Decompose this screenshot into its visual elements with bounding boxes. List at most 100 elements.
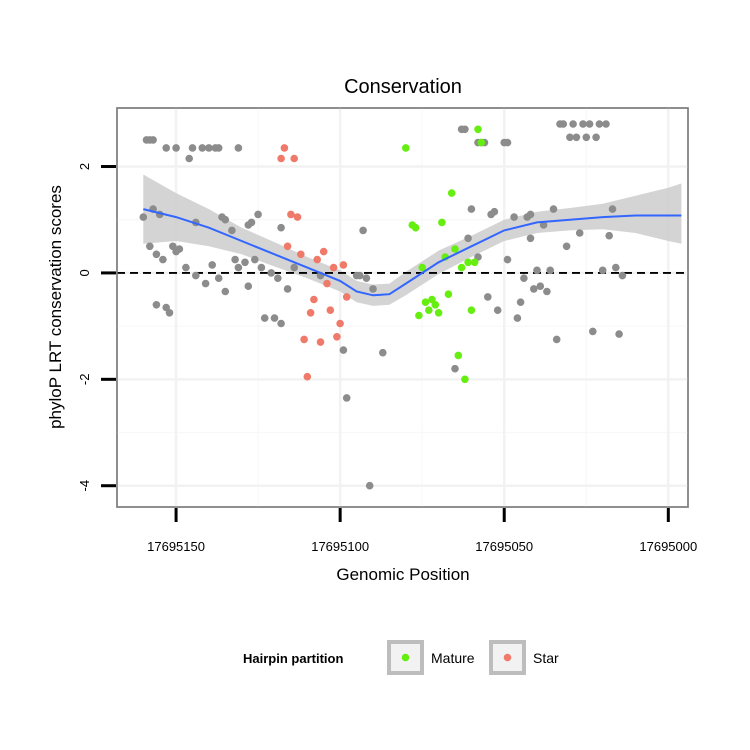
y-tick-label: -2	[77, 374, 92, 386]
point-other	[362, 274, 371, 283]
point-other	[188, 144, 197, 152]
point-other	[214, 144, 223, 152]
point-other	[201, 279, 210, 288]
point-other	[208, 261, 216, 269]
point-mature	[438, 218, 446, 227]
point-other	[254, 210, 262, 219]
point-other	[589, 327, 597, 336]
point-mature	[461, 375, 469, 384]
point-star	[319, 247, 328, 256]
point-other	[267, 269, 276, 277]
point-other	[182, 263, 190, 272]
point-other	[559, 120, 568, 128]
point-other	[605, 231, 613, 240]
point-mature	[411, 223, 420, 232]
point-other	[359, 226, 367, 235]
point-other	[274, 274, 282, 283]
point-star	[310, 295, 318, 304]
point-other	[539, 221, 548, 229]
point-mature	[470, 258, 479, 267]
point-other	[149, 136, 157, 144]
point-other	[290, 263, 299, 272]
point-other	[533, 266, 541, 275]
point-other	[595, 120, 604, 128]
x-tick-label: 17695150	[147, 539, 205, 554]
chart-title: Conservation	[344, 76, 462, 98]
point-mature	[467, 306, 476, 315]
y-tick-label: 2	[77, 163, 92, 170]
point-mature	[415, 311, 423, 320]
legend-dot-star	[503, 653, 512, 662]
point-other	[579, 120, 587, 128]
point-mature	[418, 263, 427, 272]
point-other	[283, 285, 292, 293]
point-other	[365, 481, 374, 490]
legend-label-star: Star	[533, 650, 559, 666]
legend-entry-mature: Mature	[387, 640, 475, 675]
point-other	[221, 215, 230, 224]
point-other	[546, 266, 554, 275]
point-mature	[434, 309, 443, 317]
point-other	[520, 274, 528, 283]
y-tick-label: -4	[77, 480, 92, 492]
point-other	[251, 255, 259, 264]
point-star	[277, 154, 285, 163]
point-other	[165, 309, 174, 317]
panel-border	[116, 107, 689, 508]
point-star	[293, 213, 302, 221]
point-other	[162, 144, 170, 152]
legend: Hairpin partition Mature Star	[243, 640, 559, 675]
points-layer	[139, 120, 627, 490]
y-axis-label: phyloP LRT conservation scores	[46, 185, 65, 429]
plot-panel	[116, 107, 689, 508]
point-other	[526, 234, 535, 243]
point-other	[585, 120, 594, 128]
point-other	[549, 205, 558, 213]
point-other	[618, 271, 627, 280]
point-mature	[444, 290, 453, 299]
point-other	[490, 207, 499, 216]
legend-label-mature: Mature	[431, 650, 475, 666]
point-star	[323, 279, 331, 288]
point-other	[608, 205, 617, 213]
legend-key-mature	[387, 640, 424, 675]
point-other	[185, 154, 193, 163]
point-mature	[421, 298, 430, 307]
point-star	[333, 333, 341, 341]
point-other	[159, 255, 167, 264]
legend-dot-mature	[401, 653, 410, 662]
point-other	[612, 263, 620, 272]
point-other	[536, 282, 545, 291]
point-other	[493, 306, 502, 315]
point-other	[192, 271, 200, 280]
legend-title: Hairpin partition	[243, 651, 343, 666]
point-mature	[451, 245, 459, 253]
x-axis-label: Genomic Position	[336, 565, 469, 584]
point-other	[562, 242, 571, 251]
point-star	[342, 293, 351, 301]
point-other	[526, 210, 535, 219]
point-star	[313, 255, 322, 264]
point-other	[503, 255, 512, 264]
point-mature	[464, 258, 472, 267]
point-other	[231, 255, 239, 264]
point-other	[543, 287, 551, 296]
point-other	[598, 266, 607, 275]
point-star	[326, 306, 335, 315]
point-star	[316, 338, 325, 346]
point-mature	[454, 351, 463, 360]
point-other	[615, 330, 623, 338]
y-tick-label: 0	[77, 269, 92, 276]
point-star	[287, 210, 295, 219]
point-other	[277, 223, 285, 232]
point-other	[566, 133, 574, 142]
point-other	[467, 205, 476, 213]
point-star	[290, 154, 299, 163]
point-other	[569, 120, 577, 128]
x-tick-label: 17695000	[639, 539, 697, 554]
point-mature	[431, 301, 440, 309]
point-mature	[457, 263, 466, 272]
point-other	[152, 301, 161, 309]
point-other	[241, 258, 249, 267]
point-other	[552, 335, 561, 344]
